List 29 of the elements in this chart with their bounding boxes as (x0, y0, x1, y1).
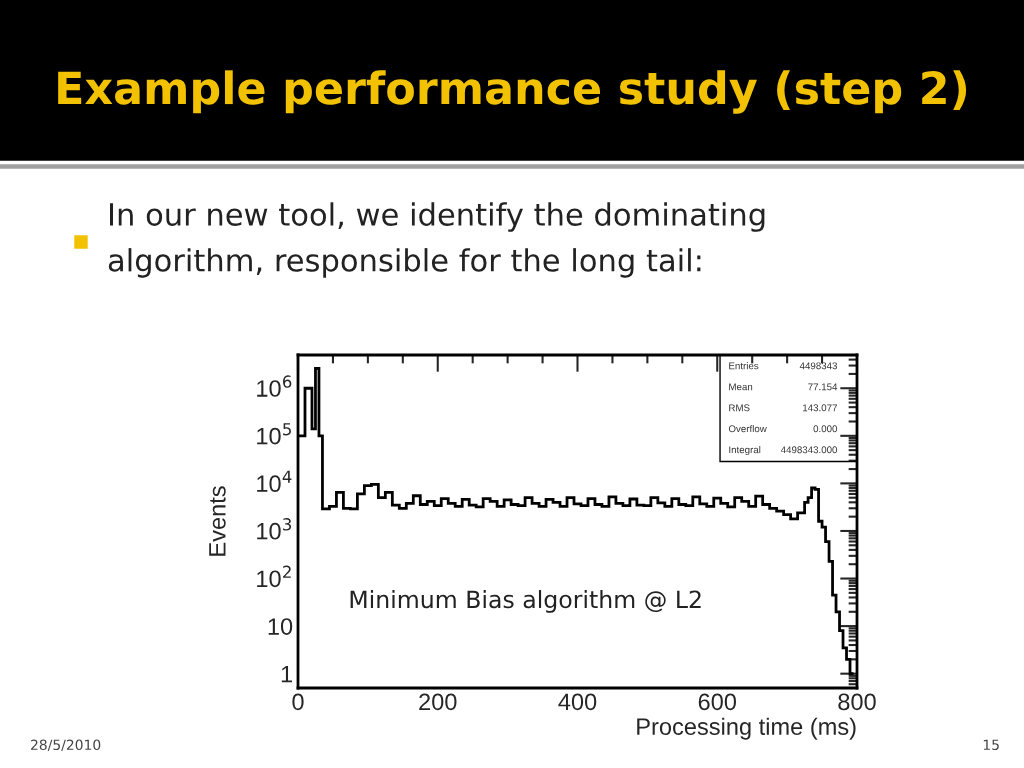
annotation: 0.000 (813, 425, 838, 433)
annotation: Minimum Bias algorithm @ L2 (350, 589, 701, 613)
y-tick-label: 10 (268, 618, 293, 635)
x-tick-label: 0 (292, 693, 304, 711)
y-tick-label: 10$^{2}$ (257, 565, 291, 588)
x-tick-label: 400 (558, 693, 597, 711)
y-tick-label: 10$^{6}$ (257, 375, 292, 397)
annotation: 4498343.000 (780, 446, 838, 454)
annotation: Integral (729, 446, 761, 456)
y-axis-title: Events (209, 486, 226, 556)
annotation: 143.077 (803, 404, 837, 412)
x-tick-label: 600 (698, 693, 737, 711)
annotation: 77.154 (808, 383, 838, 391)
text: 28/5/2010 (31, 739, 101, 752)
annotation: Overflow (728, 425, 767, 433)
annotation: Mean (729, 383, 753, 391)
annotation: Entries (729, 362, 759, 370)
y-tick-label: 10$^{5}$ (257, 423, 291, 445)
annotation: 4498343 (799, 362, 838, 370)
y-tick-label: 10$^{4}$ (257, 470, 292, 493)
annotation: RMS (729, 404, 750, 412)
x-tick-label: 200 (419, 693, 457, 711)
text: In our new tool, we identify the dominating algorithm, responsible for the long tail: (108, 202, 765, 278)
chart-title: Example performance study (step 2) (58, 70, 967, 114)
y-tick-label: 1 (281, 665, 292, 683)
text: 15 (983, 739, 999, 751)
x-tick-label: 800 (838, 693, 876, 711)
y-tick-label: 10$^{3}$ (257, 518, 292, 540)
x-axis-title: Processing time (ms) (637, 717, 856, 740)
